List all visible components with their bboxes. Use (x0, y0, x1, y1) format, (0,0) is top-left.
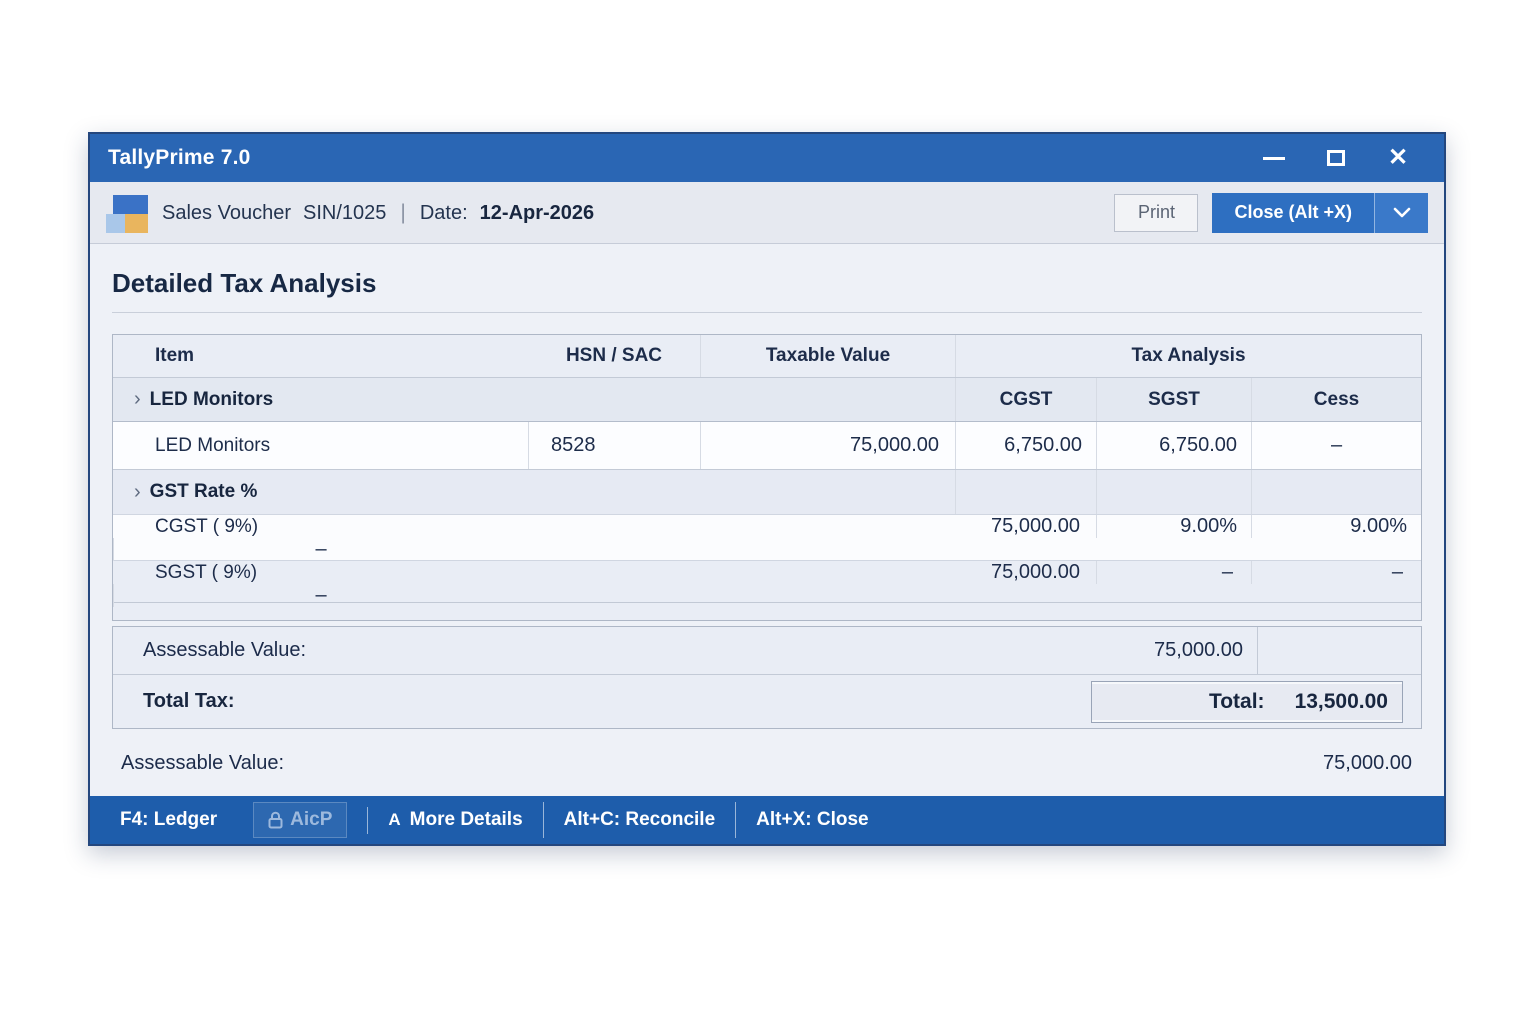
date-value: 12-Apr-2026 (479, 201, 595, 224)
item-sgst: 6,750.00 (1096, 422, 1251, 469)
rate-cgst: – (1096, 561, 1251, 584)
table-bottom-strip (113, 603, 1421, 620)
voucher-info: Sales Voucher SIN/1025 | Date: 12-Apr-20… (162, 201, 594, 225)
item-cess: – (1251, 422, 1421, 469)
empty-cell (955, 470, 1096, 514)
table-header-row: Item HSN / SAC Taxable Value Tax Analysi… (113, 335, 1421, 378)
col-header-cess: Cess (1251, 378, 1421, 421)
rate-cess: – (113, 538, 528, 561)
group-row-gst-rate[interactable]: › GST Rate % (113, 470, 1421, 515)
more-details-key: A (388, 810, 401, 829)
rate-name: SGST ( 9%) (155, 561, 258, 583)
group-label-cell: › GST Rate % (113, 470, 955, 514)
statusbar-separator (367, 806, 369, 834)
col-header-hsn-sac: HSN / SAC (565, 345, 663, 366)
rate-cgst: 9.00% (1096, 515, 1251, 538)
aicp-label: AicP (290, 809, 333, 830)
item-hsn: 8528 (528, 422, 700, 469)
app-window: TallyPrime 7.0 ✕ Sales Voucher SIN/1025 … (88, 132, 1446, 846)
voucher-number: SIN/1025 (302, 201, 387, 224)
minimize-icon (1263, 156, 1285, 160)
f4-ledger-button[interactable]: F4: Ledger (120, 809, 218, 830)
reconcile-button[interactable]: Alt+C: Reconcile (563, 809, 716, 830)
tally-logo-icon (106, 193, 148, 233)
item-taxable-value: 75,000.00 (700, 422, 955, 469)
group-label: LED Monitors (149, 388, 274, 410)
close-window-button[interactable]: ✕ (1376, 139, 1420, 177)
rate-sgst: 9.00% (1251, 515, 1421, 538)
footer-assessable-row: Assessable Value: 75,000.00 (112, 743, 1422, 783)
group-row-led-monitors[interactable]: › LED Monitors CGST SGST Cess (113, 378, 1421, 422)
main-content: Detailed Tax Analysis Item HSN / SAC Tax… (90, 244, 1444, 796)
statusbar: F4: Ledger AicP A More Details Alt+C: Re… (90, 796, 1444, 844)
aicp-button[interactable]: AicP (253, 802, 348, 838)
voucher-type: Sales Voucher (162, 201, 291, 224)
date-label: Date: (419, 201, 468, 224)
close-split-button: Close (Alt +X) (1212, 192, 1428, 233)
window-controls: ✕ (1252, 139, 1426, 177)
total-tax-label: Total Tax: (143, 690, 235, 712)
tax-analysis-table: Item HSN / SAC Taxable Value Tax Analysi… (112, 334, 1422, 621)
col-header-taxable-value: Taxable Value (700, 335, 955, 377)
close-icon: ✕ (1387, 144, 1409, 171)
assessable-value-row: Assessable Value: 75,000.00 (113, 627, 1421, 675)
total-box: Total: 13,500.00 (1091, 680, 1403, 723)
lock-icon (268, 811, 283, 829)
maximize-button[interactable] (1314, 139, 1358, 177)
table-row-sgst: SGST ( 9%) 75,000.00 – – – (113, 561, 1421, 607)
voucher-header: Sales Voucher SIN/1025 | Date: 12-Apr-20… (90, 182, 1444, 244)
maximize-icon (1327, 150, 1345, 166)
table-row-led-monitors: LED Monitors 8528 75,000.00 6,750.00 6,7… (113, 422, 1421, 470)
header-actions: Print Close (Alt +X) (1114, 192, 1428, 233)
print-button[interactable]: Print (1114, 193, 1199, 232)
titlebar: TallyPrime 7.0 ✕ (90, 134, 1444, 182)
statusbar-close-button[interactable]: Alt+X: Close (756, 809, 869, 830)
group-label: GST Rate % (149, 481, 258, 502)
item-cgst: 6,750.00 (955, 422, 1096, 469)
col-header-tax-analysis: Tax Analysis (955, 335, 1421, 377)
rate-taxable-value: 75,000.00 (991, 561, 1080, 583)
rate-name: CGST ( 9%) (155, 515, 259, 537)
more-details-button[interactable]: A More Details (388, 809, 522, 831)
assessable-value-amount: 75,000.00 (1154, 639, 1243, 661)
group-label-cell: › LED Monitors (113, 378, 955, 421)
chevron-down-icon (1393, 207, 1410, 218)
empty-cell (1251, 470, 1421, 514)
rate-taxable-value: 75,000.00 (991, 515, 1080, 537)
footer-assessable-value: 75,000.00 (1323, 751, 1412, 774)
page-title: Detailed Tax Analysis (112, 268, 377, 298)
table-row-cgst: CGST ( 9%) 75,000.00 9.00% 9.00% – (113, 515, 1421, 561)
total-label: Total: (1208, 689, 1265, 713)
close-dropdown-button[interactable] (1374, 192, 1428, 233)
total-value: 13,500.00 (1294, 689, 1388, 713)
separator: | (400, 200, 406, 224)
item-name: LED Monitors (155, 434, 271, 456)
close-button[interactable]: Close (Alt +X) (1212, 192, 1374, 233)
rate-sgst: – (1251, 561, 1421, 584)
empty-cell (1096, 470, 1251, 514)
title-divider (112, 312, 1422, 313)
more-details-label: More Details (409, 809, 523, 830)
summary-section: Assessable Value: 75,000.00 Total Tax: T… (112, 626, 1422, 729)
col-header-sgst: SGST (1096, 378, 1251, 421)
col-header-cgst: CGST (955, 378, 1096, 421)
statusbar-separator (735, 802, 737, 838)
statusbar-separator (542, 802, 544, 838)
footer-assessable-label: Assessable Value: (121, 751, 285, 774)
expander-chevron-icon: › (134, 480, 141, 503)
rate-cess: – (113, 584, 528, 607)
summary-divider (1257, 627, 1421, 674)
expander-chevron-icon: › (134, 388, 141, 410)
col-header-item: Item (155, 345, 195, 366)
app-title: TallyPrime 7.0 (108, 146, 251, 169)
assessable-value-label: Assessable Value: (143, 639, 307, 661)
total-tax-row: Total Tax: Total: 13,500.00 (113, 675, 1421, 728)
minimize-button[interactable] (1252, 139, 1296, 177)
